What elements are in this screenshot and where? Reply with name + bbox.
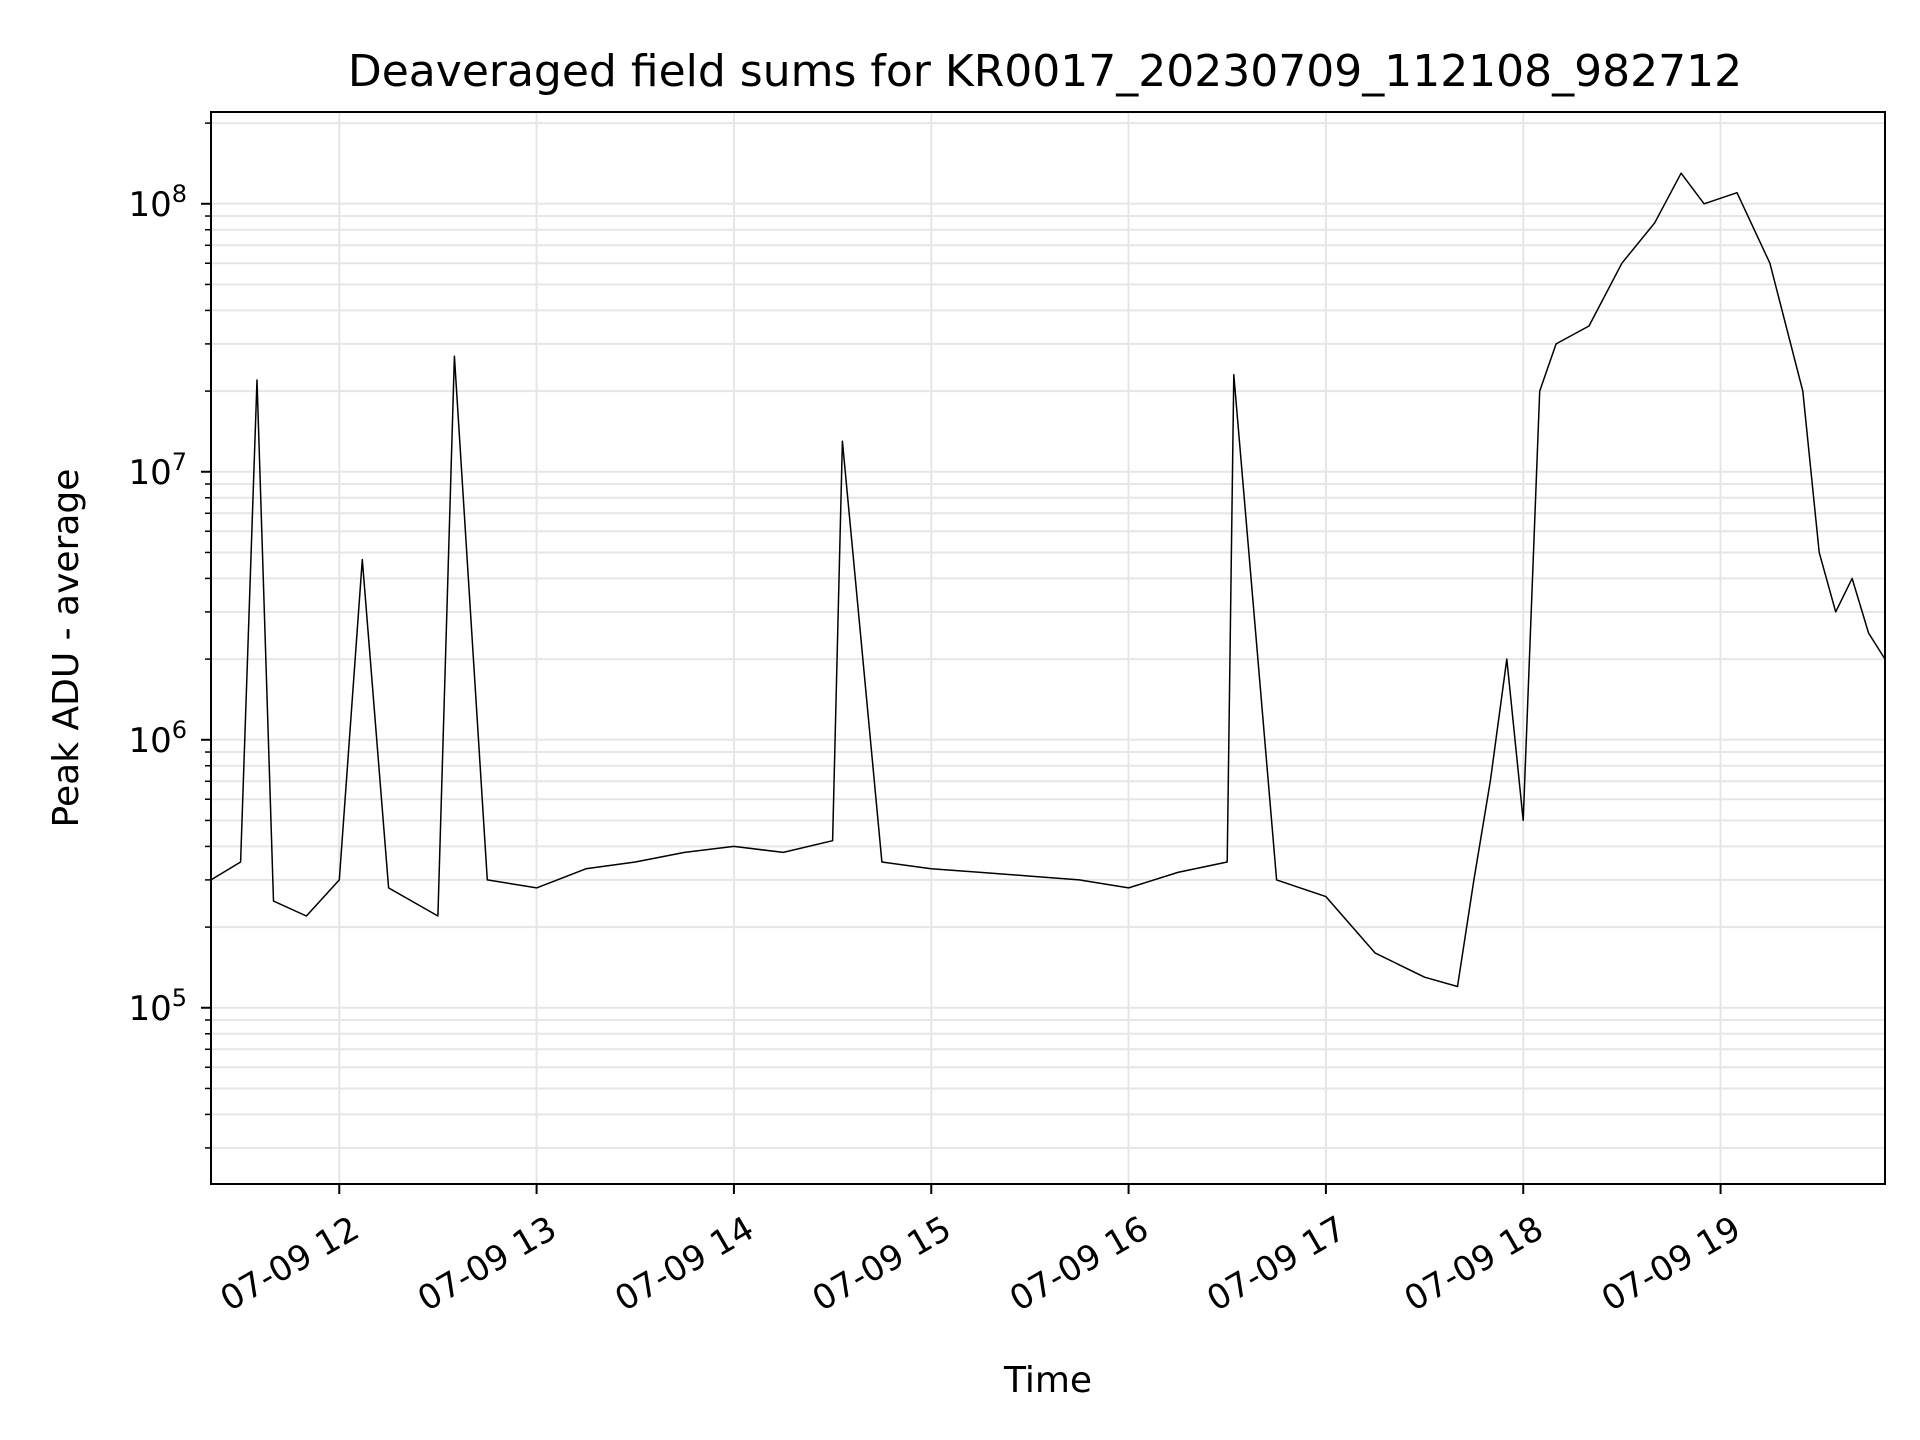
data-line-group xyxy=(210,172,1886,988)
plot-frame xyxy=(210,111,1886,1185)
y-tick-label: 106 xyxy=(128,716,187,761)
y-tick-label: 105 xyxy=(128,984,187,1029)
chart-title: Deaveraged field sums for KR0017_2023070… xyxy=(348,46,1742,97)
y-tick-label: 108 xyxy=(128,180,187,225)
data-line xyxy=(210,172,1886,988)
y-tick-label: 107 xyxy=(128,448,187,493)
x-axis-label: Time xyxy=(1003,1360,1092,1401)
y-axis-label: Peak ADU - average xyxy=(46,469,87,828)
y-axis: 105 106 107 108 xyxy=(128,122,211,1149)
